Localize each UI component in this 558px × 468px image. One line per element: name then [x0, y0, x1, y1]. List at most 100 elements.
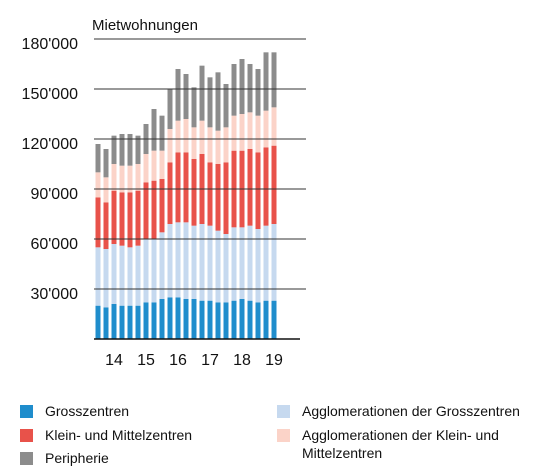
bar-segment [143, 154, 149, 183]
bar-segment [103, 202, 109, 249]
bar-segment [175, 120, 181, 153]
bar-segment [231, 115, 237, 151]
bar-segment [103, 149, 109, 178]
bar-segment [175, 69, 181, 121]
bar-segment [95, 305, 101, 339]
bar-segment [111, 304, 117, 339]
legend-item: Klein- und Mittelzentren [20, 426, 260, 444]
legend-swatch [277, 405, 290, 418]
bar-segment [151, 239, 157, 303]
bar-segment [119, 134, 125, 166]
bar-segment [167, 162, 173, 224]
x-tick-label: 19 [265, 352, 283, 369]
legend-item: Agglomerationen der Grosszentren [277, 402, 558, 420]
y-tick-label: 180'000 [22, 36, 79, 53]
bar-segment [271, 145, 277, 224]
bar-segment [231, 227, 237, 301]
bar-segment [231, 64, 237, 116]
bar-segment [183, 74, 189, 119]
bar-segment [111, 135, 117, 164]
bar-segment [207, 225, 213, 301]
bar-segment [111, 190, 117, 244]
legend-label: Agglomerationen der Grosszentren [302, 403, 520, 419]
bar-segment [215, 230, 221, 303]
bar-segment [247, 225, 253, 301]
bar-segment [159, 179, 165, 233]
bar-segment [255, 69, 261, 116]
bar-segment [271, 300, 277, 339]
bar-segment [183, 152, 189, 223]
bar-segment [95, 144, 101, 173]
bar-segment [191, 299, 197, 339]
x-tick-label: 14 [105, 352, 123, 369]
bar-segment [199, 300, 205, 339]
bar-segment [143, 182, 149, 239]
bar-segment [119, 192, 125, 246]
bar-segment [159, 232, 165, 299]
bar-segment [119, 245, 125, 306]
x-tick-label: 16 [169, 352, 187, 369]
bar-segment [183, 222, 189, 299]
bar-segment [135, 305, 141, 339]
bar-segment [215, 302, 221, 339]
bar-segment [127, 305, 133, 339]
y-tick-label: 150'000 [22, 86, 79, 103]
bar-segment [239, 114, 245, 151]
legend-item: Peripherie [20, 449, 260, 467]
bar-segment [223, 302, 229, 339]
bar-segment [95, 172, 101, 198]
legend-item: Grosszentren [20, 402, 260, 420]
x-tick-label: 18 [233, 352, 251, 369]
bar-segment [263, 300, 269, 339]
legend-swatch [20, 429, 33, 442]
legend-label: Klein- und Mittelzentren [45, 427, 193, 443]
bar-segment [247, 64, 253, 113]
bar-segment [215, 72, 221, 131]
bar-segment [175, 152, 181, 223]
bar-segment [255, 152, 261, 229]
bar-segment [271, 224, 277, 301]
bar-segment [151, 109, 157, 151]
bar-segment [119, 305, 125, 339]
bar-segment [135, 190, 141, 246]
bar-segment [143, 239, 149, 303]
bar-segment [127, 134, 133, 166]
bar-segment [127, 192, 133, 248]
chart-title: Mietwohnungen [92, 17, 198, 34]
bar-segment [95, 197, 101, 248]
bar-segment [159, 115, 165, 151]
legend-swatch [277, 429, 290, 442]
legend-label: Grosszentren [45, 403, 130, 419]
bar-segment [207, 162, 213, 226]
bar-segment [255, 115, 261, 153]
bar-segment [247, 300, 253, 339]
bar-segment [191, 225, 197, 299]
bar-segment [151, 302, 157, 339]
bar-segment [167, 129, 173, 163]
bar-segment [207, 127, 213, 163]
chart: Mietwohnungen 14 15 16 17 18 19 30'000 60'000 90… [22, 17, 306, 369]
bar-segment [223, 162, 229, 234]
bar-segment [255, 302, 261, 339]
legend-label: Agglomerationen der Klein- und Mittelzen… [302, 427, 499, 461]
bar-segment [111, 244, 117, 304]
y-tick-label: 120'000 [22, 136, 79, 153]
bar-segment [159, 299, 165, 339]
bar-segment [263, 225, 269, 301]
bar-segment [271, 52, 277, 108]
bar-segment [175, 297, 181, 339]
bar-segment [239, 299, 245, 339]
bar-segment [95, 247, 101, 306]
bar-segment [135, 135, 141, 164]
bar-segment [271, 107, 277, 146]
bar-segment [111, 164, 117, 191]
bar-segment [119, 165, 125, 193]
bar-segment [151, 180, 157, 239]
bar-segment [135, 164, 141, 191]
legend-swatch [20, 452, 33, 465]
x-tick-label: 17 [201, 352, 219, 369]
bar-segment [191, 87, 197, 128]
bar-segment [215, 130, 221, 164]
y-tick-label: 90'000 [30, 186, 78, 203]
